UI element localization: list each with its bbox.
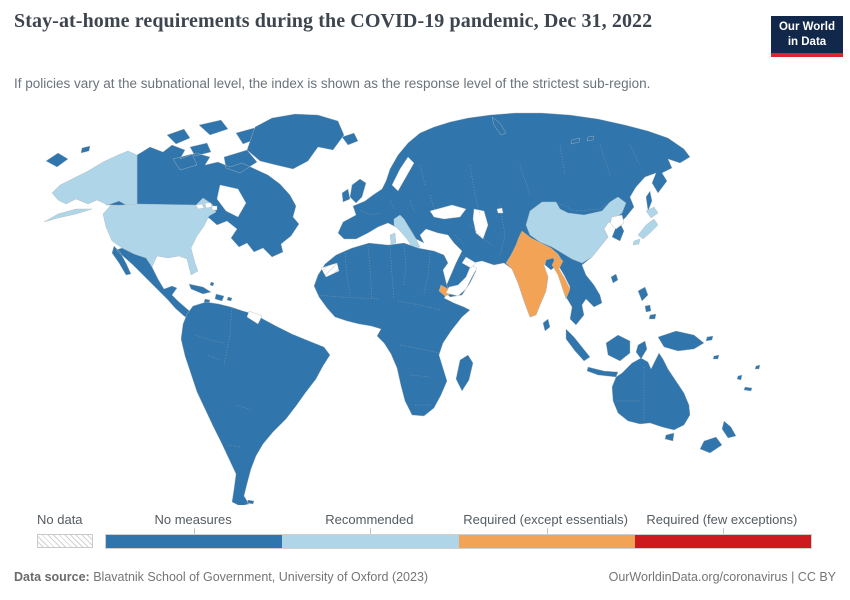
footer-rights-link[interactable]: OurWorldinData.org/coronavirus | CC BY xyxy=(608,570,836,584)
owid-logo[interactable]: Our World in Data xyxy=(771,16,843,57)
legend-bar xyxy=(105,528,812,549)
region-taiwan[interactable] xyxy=(610,273,619,284)
region-australia[interactable] xyxy=(611,352,691,442)
region-greenland[interactable] xyxy=(246,113,345,170)
page-title: Stay-at-home requirements during the COV… xyxy=(14,10,653,32)
footer-source-label: Data source: xyxy=(14,570,90,584)
legend-no-data-label: No data xyxy=(37,512,83,527)
region-western-sahara-nodata[interactable] xyxy=(320,262,340,278)
footer-source: Data source: Blavatnik School of Governm… xyxy=(14,570,428,584)
region-usa[interactable] xyxy=(102,197,217,276)
legend-no-data-swatch[interactable] xyxy=(37,534,93,548)
footer-source-text: Blavatnik School of Government, Universi… xyxy=(89,570,429,584)
footer: Data source: Blavatnik School of Governm… xyxy=(14,570,836,584)
region-south-america[interactable] xyxy=(180,301,331,505)
inland-seas xyxy=(195,156,504,269)
region-alaska[interactable] xyxy=(43,150,138,223)
owid-logo-line1: Our World xyxy=(778,21,835,33)
region-japan[interactable] xyxy=(632,206,659,246)
legend-swatch-no-measures[interactable] xyxy=(106,528,283,548)
region-india[interactable] xyxy=(505,230,562,318)
legend-label-required-except-essentials: Required (except essentials) xyxy=(463,512,628,527)
legend-swatch-recommended[interactable] xyxy=(282,528,459,548)
region-guianas-nodata[interactable] xyxy=(246,310,263,325)
legend-labels: No measures Recommended Required (except… xyxy=(105,512,810,527)
legend-label-recommended: Recommended xyxy=(325,512,414,527)
region-uk-ireland-iceland[interactable] xyxy=(341,132,367,204)
legend-swatch-required-except-essentials[interactable] xyxy=(458,528,635,548)
region-eurasia[interactable] xyxy=(337,112,691,326)
legend-label-no-measures: No measures xyxy=(154,512,232,527)
region-new-zealand[interactable] xyxy=(699,420,737,454)
map-legend: No data No measures Recommended Required… xyxy=(0,506,850,554)
world-choropleth-map xyxy=(0,105,850,505)
region-north-korea-nodata[interactable] xyxy=(609,214,625,230)
country-borders xyxy=(195,144,645,448)
region-yemen-oman-nodata[interactable] xyxy=(445,264,478,297)
region-africa[interactable] xyxy=(313,242,471,417)
region-myanmar[interactable] xyxy=(551,254,571,300)
region-russia-islands[interactable] xyxy=(45,116,653,212)
owid-logo-line2: in Data xyxy=(787,35,827,48)
region-sri-lanka[interactable] xyxy=(542,318,551,332)
legend-swatch-required-few-exceptions[interactable] xyxy=(634,528,811,548)
legend-label-required-few-exceptions: Required (few exceptions) xyxy=(646,512,798,527)
region-madagascar[interactable] xyxy=(455,354,474,392)
page-subtitle: If policies vary at the subnational leve… xyxy=(14,76,651,91)
region-caribbean-islands[interactable] xyxy=(188,281,233,304)
